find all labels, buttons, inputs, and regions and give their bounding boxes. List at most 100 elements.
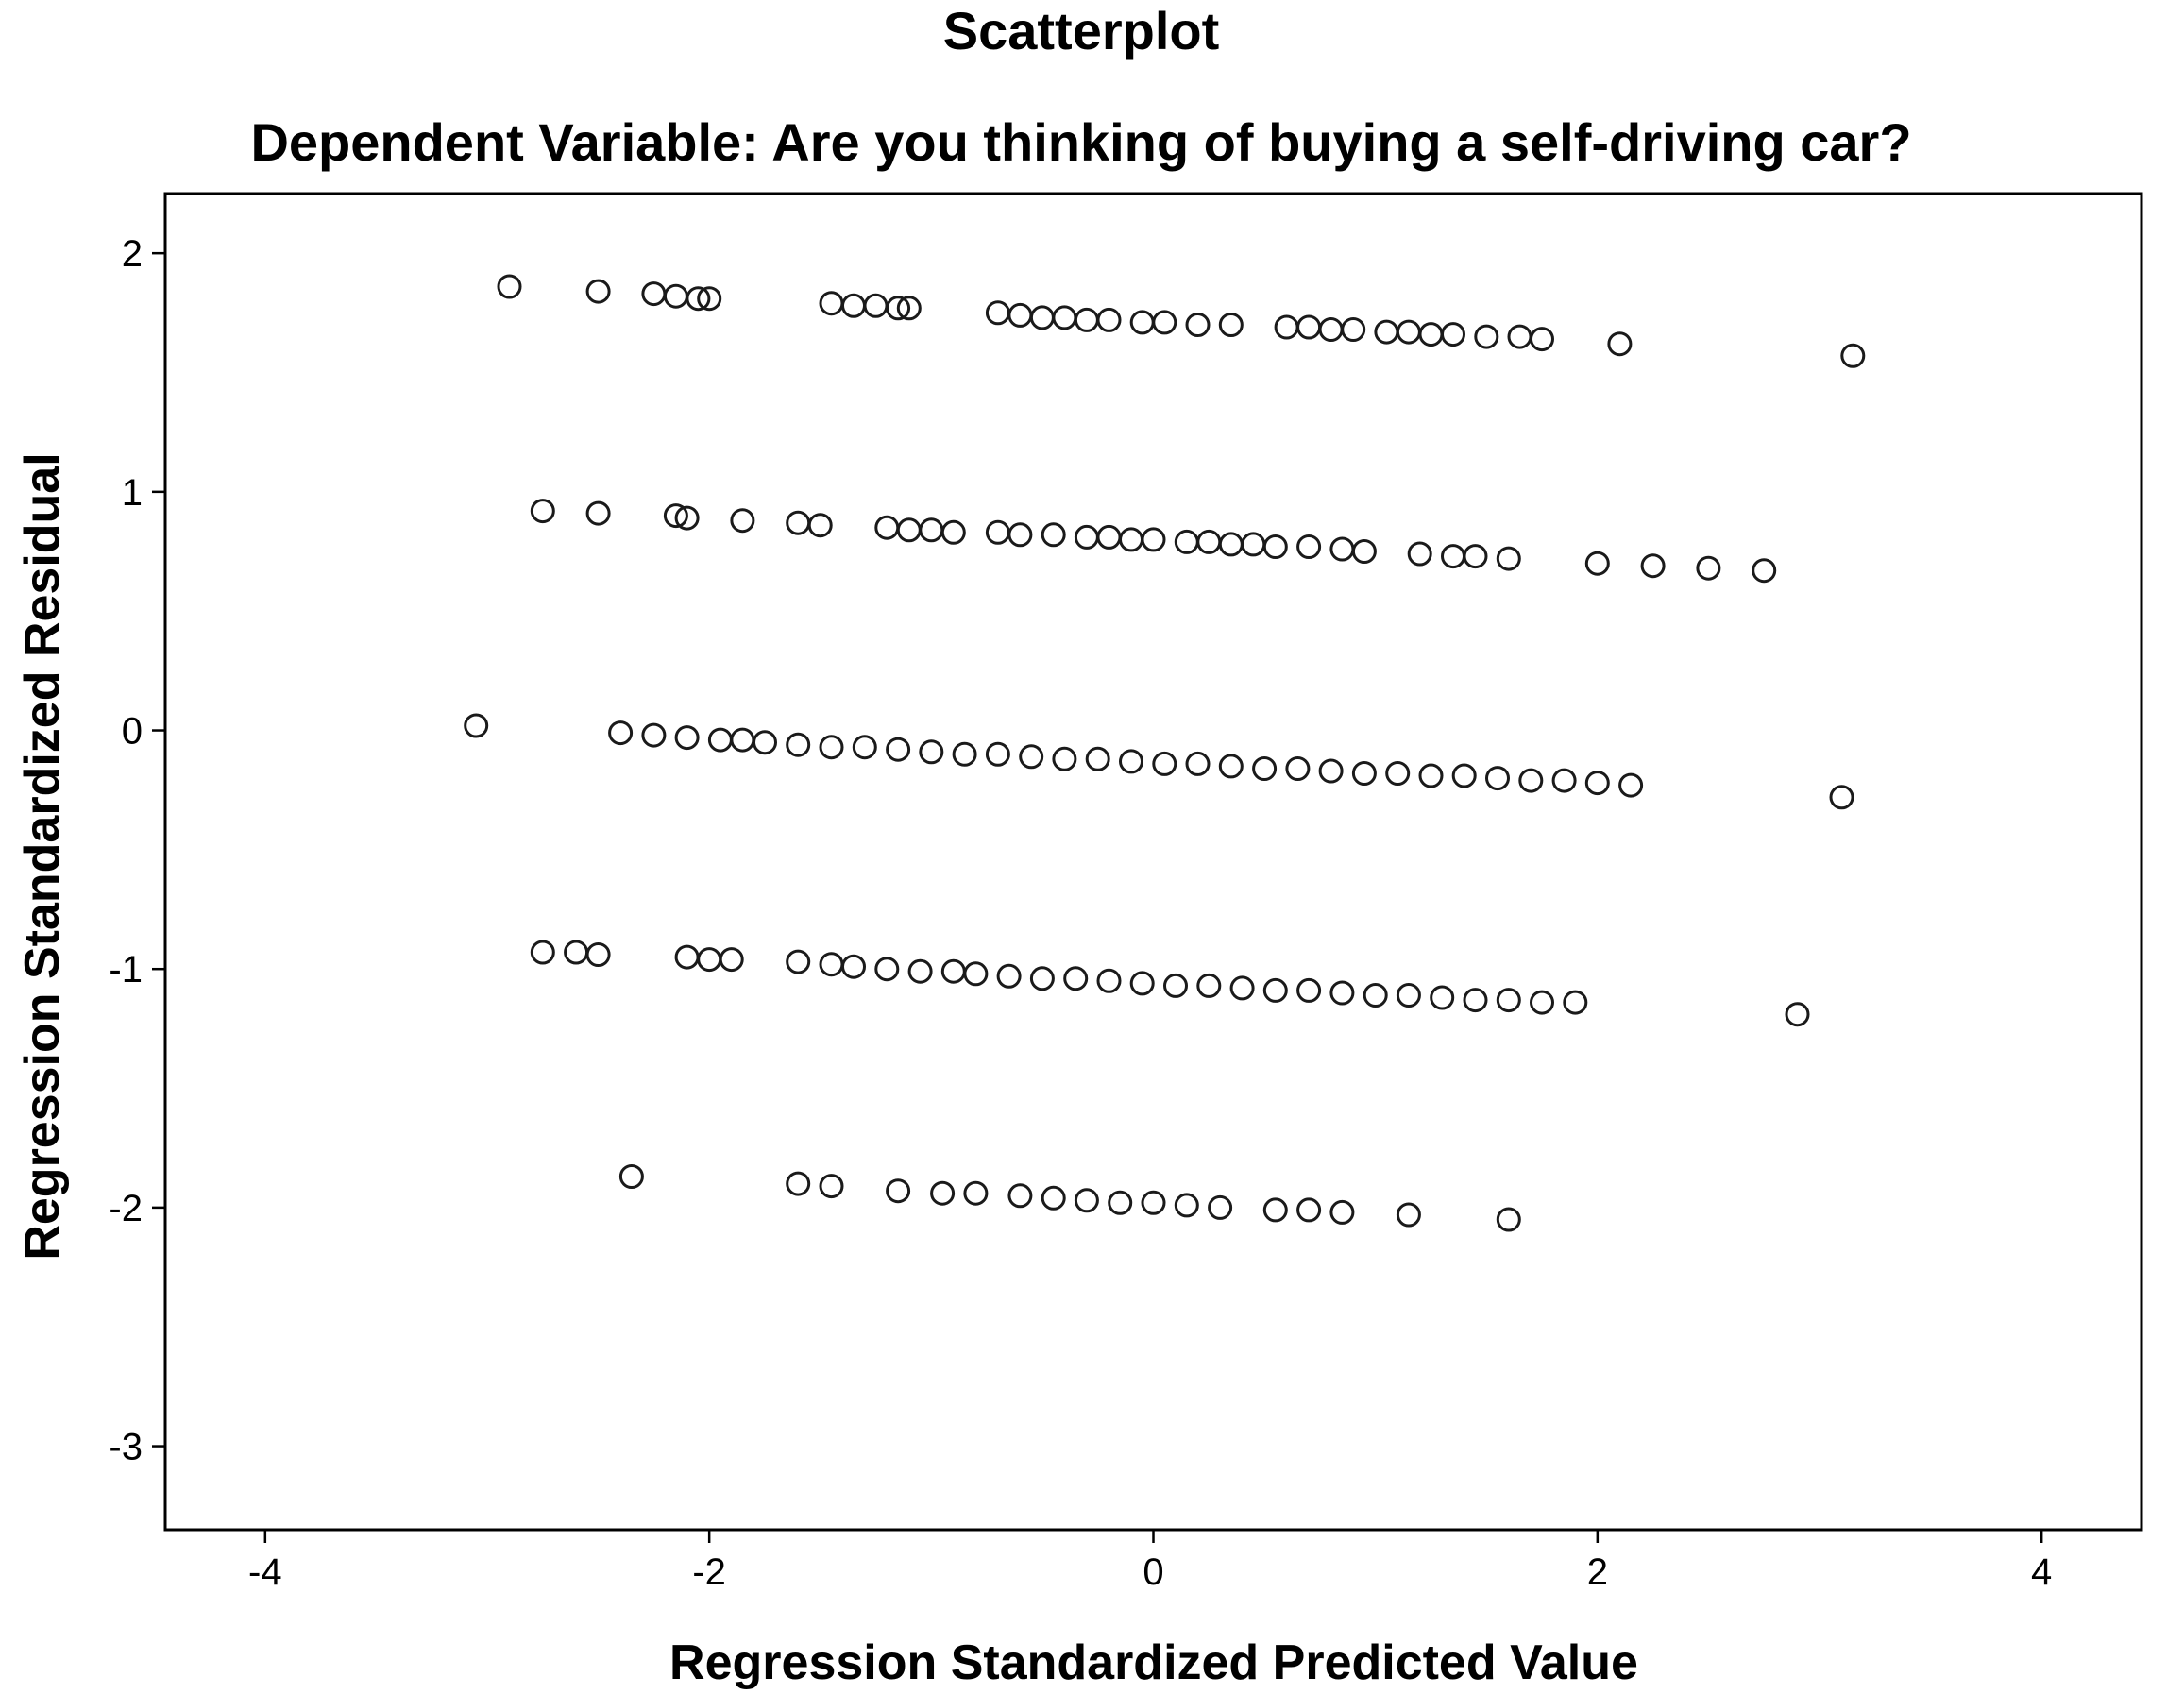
- scatter-point: [1584, 551, 1610, 576]
- scatter-point: [585, 279, 611, 304]
- chart-subtitle: Dependent Variable: Are you thinking of …: [250, 112, 1911, 172]
- scatter-point: [819, 1174, 844, 1199]
- scatter-point: [1285, 756, 1311, 781]
- chart-title: Scatterplot: [943, 1, 1220, 60]
- scatter-point: [1430, 985, 1455, 1010]
- data-points: [464, 274, 1866, 1232]
- y-tick-label: -3: [109, 1427, 143, 1468]
- scatter-point: [1063, 966, 1089, 991]
- scatter-point: [1174, 1193, 1199, 1218]
- scatter-point: [1141, 1190, 1166, 1215]
- scatter-point: [1396, 1202, 1421, 1228]
- scatter-point: [1351, 539, 1377, 564]
- scatter-point: [1108, 1190, 1133, 1215]
- x-tick-label: -4: [248, 1551, 282, 1593]
- scatter-point: [674, 725, 700, 751]
- scatter-point: [1262, 534, 1288, 559]
- scatter-point: [1296, 1197, 1322, 1223]
- scatter-point: [852, 735, 877, 760]
- scatter-point: [786, 1171, 811, 1196]
- y-tick-label: 2: [122, 233, 143, 275]
- scatter-point: [1096, 307, 1122, 332]
- y-tick-label: 0: [122, 711, 143, 753]
- scatter-point: [1019, 744, 1044, 770]
- scatter-point: [952, 741, 977, 767]
- scatter-point: [940, 519, 966, 545]
- scatter-point: [1296, 534, 1322, 559]
- scatter-point: [497, 274, 522, 299]
- scatter-point: [874, 957, 900, 982]
- scatter-point: [1451, 763, 1477, 788]
- scatter-point: [1607, 331, 1633, 357]
- scatter-point: [1262, 977, 1288, 1003]
- scatter-point: [530, 940, 555, 965]
- scatter-point: [1096, 968, 1122, 993]
- scatter-point: [1530, 327, 1554, 352]
- x-tick-label: 2: [1587, 1551, 1608, 1593]
- scatter-point: [1396, 983, 1421, 1008]
- scatter-point: [1007, 522, 1033, 548]
- scatter-point: [1208, 1194, 1233, 1220]
- scatter-point: [719, 947, 744, 973]
- scatter-point: [1185, 313, 1211, 337]
- scatter-point: [1363, 983, 1388, 1008]
- scatter-point: [730, 508, 755, 534]
- scatter-point: [886, 1178, 911, 1204]
- scatter-point: [1496, 988, 1521, 1013]
- scatter-point: [919, 739, 944, 765]
- scatter-point: [896, 296, 922, 321]
- y-axis-ticks: 2 1 0 -1 -2 -3: [109, 233, 165, 1468]
- scatter-point: [464, 713, 489, 738]
- scatter-point: [1518, 768, 1544, 793]
- scatter-point: [1318, 758, 1344, 784]
- scatter-point: [1463, 544, 1488, 569]
- scatter-point: [1262, 1197, 1288, 1223]
- scatter-point: [585, 942, 611, 967]
- y-tick-label: -2: [109, 1188, 143, 1229]
- scatter-point: [807, 513, 833, 538]
- scatter-point: [674, 505, 700, 531]
- scatter-point: [1407, 541, 1432, 567]
- scatter-point: [1329, 1199, 1355, 1225]
- scatter-point: [819, 735, 844, 760]
- x-tick-label: -2: [692, 1551, 726, 1593]
- scatter-point: [963, 1180, 989, 1206]
- scatter-point: [1385, 761, 1411, 786]
- scatter-point: [1041, 1185, 1066, 1211]
- scatter-point: [1163, 973, 1188, 998]
- scatter-point: [1696, 555, 1721, 581]
- scatter-point: [1152, 751, 1177, 776]
- scatter-point: [1584, 771, 1610, 796]
- scatter-point: [963, 961, 989, 987]
- scatter-point: [585, 500, 611, 526]
- scatter-point: [930, 1180, 956, 1206]
- scatter-point: [1007, 1183, 1033, 1209]
- scatter-point: [1074, 1188, 1099, 1213]
- scatter-point: [618, 1164, 644, 1189]
- scatter-point: [786, 732, 811, 757]
- scatter-point: [1196, 973, 1222, 998]
- scatter-point: [686, 286, 711, 312]
- y-tick-label: 1: [122, 472, 143, 514]
- scatter-point: [1485, 766, 1510, 791]
- scatter-point: [1052, 746, 1077, 771]
- scatter-point: [786, 949, 811, 974]
- scatter-point: [1840, 343, 1866, 368]
- scatter-point: [1351, 761, 1377, 786]
- scatter-point: [1085, 746, 1110, 771]
- scatter-point: [1551, 768, 1577, 793]
- scatter-point: [530, 499, 555, 524]
- scatter-point: [1530, 990, 1554, 1015]
- scatter-point: [1640, 553, 1666, 579]
- scatter-point: [996, 963, 1022, 989]
- scatter-point: [1152, 310, 1177, 335]
- y-tick-label: -1: [109, 949, 143, 991]
- scatter-point: [1474, 324, 1499, 349]
- x-axis-ticks: -4 -2 0 2 4: [248, 1530, 2052, 1593]
- scatter-point: [1496, 546, 1521, 571]
- scatter-point: [1141, 527, 1166, 552]
- scatter-point: [663, 503, 688, 529]
- scatter-point: [1218, 313, 1244, 337]
- scatter-point: [1341, 317, 1366, 342]
- scatter-point: [1618, 772, 1644, 798]
